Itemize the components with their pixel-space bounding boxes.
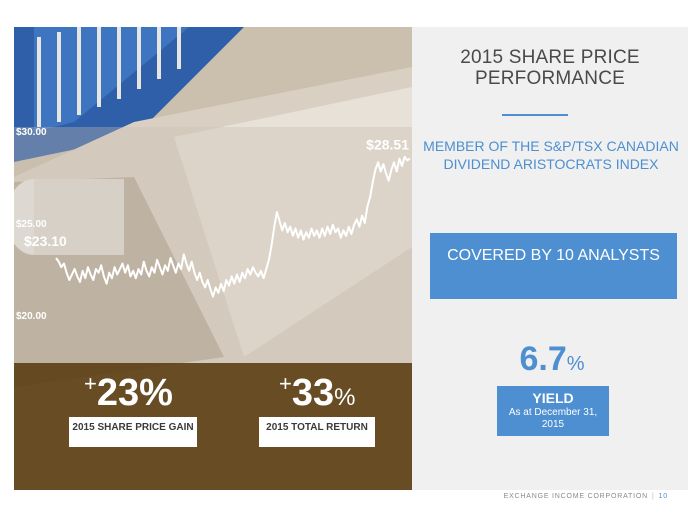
return-label: 2015 TOTAL RETURN [266, 422, 368, 433]
return-unit: % [334, 384, 356, 411]
gain-label: 2015 SHARE PRICE GAIN [72, 422, 194, 433]
y-tick-label: $20.00 [16, 311, 47, 322]
yield-number: 6.7 [519, 340, 567, 378]
chart-overlay [14, 127, 412, 363]
return-value: 33 [291, 372, 335, 414]
price-annotation: $23.10 [24, 233, 67, 249]
background-photo: $20.00 $25.00 $30.00 $23.10 $28.51 +23% 2015… [14, 27, 412, 490]
yield-label: YIELD [532, 390, 574, 406]
title-divider [502, 114, 568, 116]
price-annotation: $28.51 [366, 136, 409, 152]
footer: EXCHANGE INCOME CORPORATION | 10 [504, 493, 668, 500]
return-stat: +33% [279, 371, 355, 415]
return-sign: + [279, 371, 292, 396]
yield-sub: As at December 31, 2015 [508, 407, 598, 430]
yield-unit: % [566, 353, 585, 375]
covered-text: COVERED BY 10 ANALYSTS [447, 247, 660, 264]
share-price-chart: $20.00 $25.00 $30.00 $23.10 $28.51 [16, 127, 411, 322]
page-number: 10 [658, 493, 668, 500]
gain-label-box: 2015 SHARE PRICE GAIN [69, 417, 197, 447]
gain-sign: + [84, 371, 97, 396]
footer-company: EXCHANGE INCOME CORPORATION [503, 493, 648, 500]
return-label-box: 2015 TOTAL RETURN [259, 417, 375, 447]
price-line [55, 155, 411, 298]
member-text: MEMBER OF THE S&P/TSX CANADIAN DIVIDEND … [423, 138, 679, 172]
page-title: 2015 SHARE PRICE PERFORMANCE [460, 47, 640, 89]
gain-stat: +23% [84, 371, 173, 415]
covered-box: COVERED BY 10 ANALYSTS [430, 233, 677, 299]
yield-box: YIELD As at December 31, 2015 [497, 386, 609, 436]
y-tick-label: $25.00 [16, 219, 47, 230]
y-tick-label: $30.00 [16, 127, 47, 138]
top-bar [0, 0, 688, 27]
footer-separator: | [651, 493, 655, 500]
yield-value: 6.7% [412, 340, 688, 379]
gain-value: 23% [96, 372, 173, 414]
